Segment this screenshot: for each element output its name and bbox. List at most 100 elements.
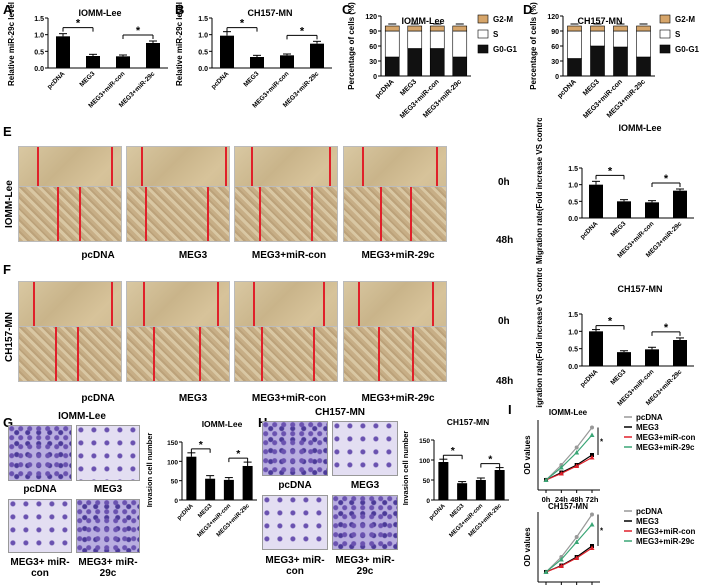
bar bbox=[56, 36, 70, 68]
wound-edge-line bbox=[259, 187, 261, 241]
chart-title: CH157-MN bbox=[617, 284, 662, 294]
wound-edge-line bbox=[311, 187, 313, 241]
stack-segment bbox=[590, 30, 605, 47]
sig-star: * bbox=[600, 437, 604, 446]
wound-edge-line bbox=[362, 147, 364, 203]
y-axis-label: OD values bbox=[523, 435, 532, 475]
e-label-mirc: MEG3+miR-con bbox=[251, 250, 327, 261]
y-tick-label: 30 bbox=[369, 59, 377, 66]
e-photo bbox=[343, 186, 447, 242]
sig-star: * bbox=[199, 439, 204, 451]
e-48h-label: 48h bbox=[496, 235, 514, 246]
y-tick-label: 0.0 bbox=[198, 66, 208, 73]
y-tick-label: 1.0 bbox=[568, 183, 578, 190]
x-tick-label: 72h bbox=[586, 495, 599, 504]
legend-label: G0-G1 bbox=[493, 45, 518, 54]
sig-star: * bbox=[236, 448, 241, 460]
bar bbox=[438, 462, 449, 500]
sig-star: * bbox=[300, 25, 305, 37]
stack-segment bbox=[429, 48, 445, 77]
stack-segment bbox=[613, 46, 628, 77]
data-point bbox=[590, 512, 594, 517]
bar bbox=[310, 43, 324, 68]
sig-star: * bbox=[600, 526, 604, 535]
f-photo bbox=[343, 326, 447, 382]
wound-edge-line bbox=[207, 187, 209, 241]
wound-edge-line bbox=[153, 327, 155, 381]
y-tick-label: 90 bbox=[369, 29, 377, 36]
x-tick-label: pcDNA bbox=[428, 503, 447, 522]
panel-letter-d: D bbox=[523, 2, 533, 17]
g-photo-mir29c bbox=[76, 499, 140, 553]
legend-label: S bbox=[675, 30, 681, 39]
wound-edge-line bbox=[410, 187, 412, 241]
y-tick-label: 120 bbox=[547, 14, 559, 21]
f-photo bbox=[18, 326, 122, 382]
chart-title: CH157-MN bbox=[577, 16, 622, 26]
chart-a: IOMM-Lee 0.0 0.5 1.0 1.5 Relative miR-29c lev… bbox=[7, 2, 168, 110]
legend-label: G2-M bbox=[675, 15, 695, 24]
wound-edge-line bbox=[37, 147, 39, 203]
data-point bbox=[574, 445, 579, 450]
stack-segment bbox=[452, 25, 468, 32]
stack-segment bbox=[590, 45, 605, 77]
chart-title: IOMM-Lee bbox=[549, 408, 588, 417]
stack-segment bbox=[613, 30, 628, 48]
y-tick-label: 1.5 bbox=[568, 166, 578, 173]
data-point bbox=[589, 522, 595, 527]
x-tick-label: MEG3 bbox=[197, 503, 214, 520]
wound-edge-line bbox=[432, 282, 434, 338]
bar bbox=[673, 340, 687, 366]
wound-edge-line bbox=[111, 282, 113, 338]
chart-e: IOMM-Lee 0.0 0.5 1.0 1.5 Migration rate(Fold … bbox=[535, 118, 694, 264]
chart-title: IOMM-Lee bbox=[618, 123, 661, 133]
e-label-pcdna: pcDNA bbox=[81, 250, 115, 261]
series-line bbox=[545, 524, 593, 573]
x-tick-label: MEG3 bbox=[449, 503, 466, 520]
bar bbox=[86, 56, 100, 68]
g-title: IOMM-Lee bbox=[58, 411, 106, 422]
e-photo bbox=[18, 186, 122, 242]
chart-i: IOMM-Lee OD values 0h 24h 48h 72h * CH157-MN OD … bbox=[523, 408, 695, 585]
g-label-mircon: MEG3+ miR-con bbox=[10, 557, 70, 579]
legend-swatch bbox=[659, 29, 671, 39]
stack-segment bbox=[407, 48, 423, 77]
x-tick-label: pcDNA bbox=[210, 70, 230, 90]
stack-segment bbox=[590, 25, 605, 32]
stack-segment bbox=[407, 25, 423, 32]
legend-label: pcDNA bbox=[636, 507, 663, 516]
bar bbox=[617, 352, 631, 366]
y-tick-label: 0.5 bbox=[34, 49, 44, 56]
e-0h-label: 0h bbox=[498, 177, 510, 188]
y-axis-label: Migration rate(Fold increase VS control) bbox=[535, 268, 544, 408]
e-label-mir29c: MEG3+miR-29c bbox=[361, 250, 435, 261]
chart-b: CH157-MN 0.0 0.5 1.0 1.5 Relative miR-29c lev… bbox=[175, 2, 332, 110]
wound-edge-line bbox=[79, 187, 81, 241]
bar bbox=[186, 456, 197, 500]
data-point bbox=[589, 455, 595, 460]
wound-edge-line bbox=[323, 282, 325, 338]
y-tick-label: 0 bbox=[555, 74, 559, 81]
stack-segment bbox=[452, 56, 468, 77]
g-label-pcdna: pcDNA bbox=[23, 484, 57, 495]
stack-segment bbox=[384, 30, 400, 58]
panel-letter-e: E bbox=[3, 124, 12, 139]
y-tick-label: 90 bbox=[551, 29, 559, 36]
data-point bbox=[558, 465, 564, 470]
y-tick-label: 50 bbox=[171, 479, 179, 486]
h-photo-mircon bbox=[262, 495, 328, 550]
sig-star: * bbox=[608, 165, 613, 177]
data-point bbox=[558, 563, 564, 568]
x-tick-label: pcDNA bbox=[556, 78, 577, 99]
f-label-mirc: MEG3+miR-con bbox=[251, 393, 327, 404]
x-tick-label: MEG3 bbox=[582, 78, 601, 97]
wound-edge-line bbox=[358, 282, 360, 338]
y-tick-label: 150 bbox=[167, 440, 178, 447]
y-tick-label: 60 bbox=[551, 44, 559, 51]
chart-d: CH157-MN 0 30 60 90 120 Percentage of cells (%… bbox=[529, 2, 700, 120]
series-line bbox=[545, 427, 593, 481]
wound-edge-line bbox=[329, 147, 331, 203]
h-title: CH157-MN bbox=[314, 407, 365, 418]
h-photo-mir29c bbox=[332, 495, 398, 550]
bar bbox=[280, 55, 294, 68]
